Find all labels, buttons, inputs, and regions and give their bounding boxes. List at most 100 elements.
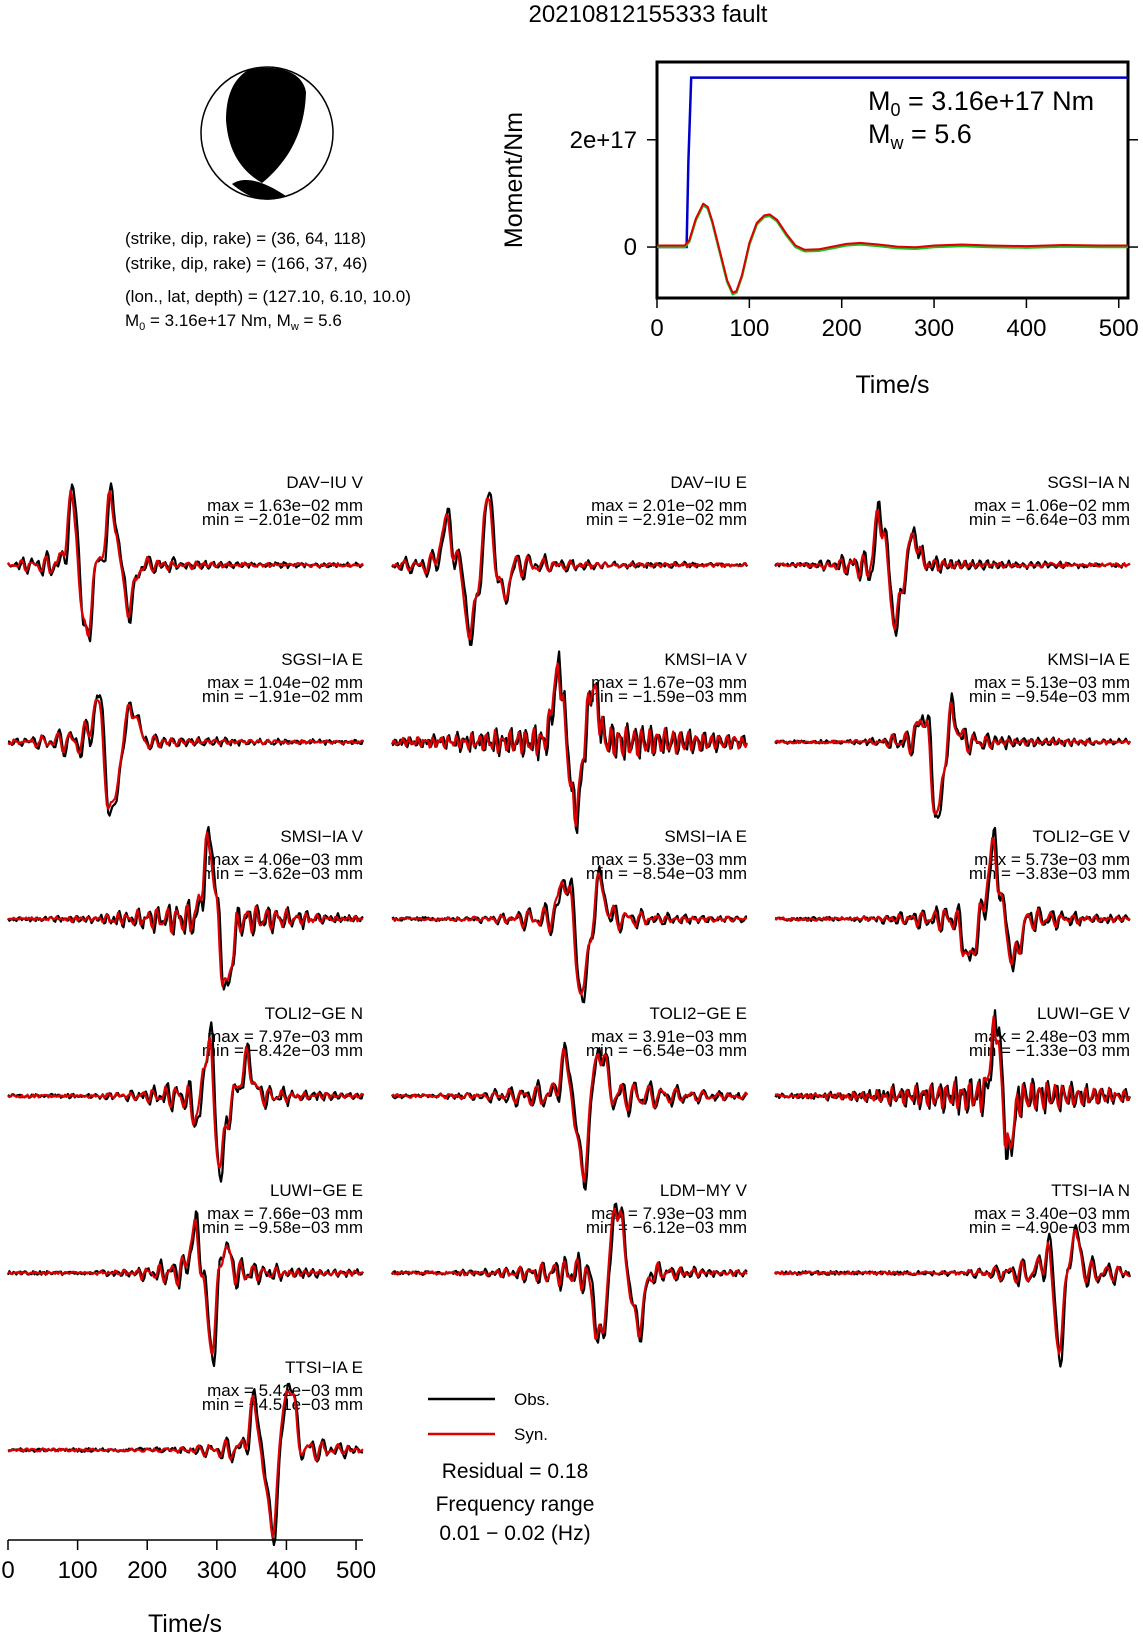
station-component-label: SGSI−IA N xyxy=(1047,473,1130,492)
min-amplitude-label: min = −9.54e−03 mm xyxy=(969,687,1130,706)
min-amplitude-label: min = −3.83e−03 mm xyxy=(969,864,1130,883)
station-component-label: KMSI−IA E xyxy=(1047,650,1130,669)
y-tick-label: 2e+17 xyxy=(570,127,637,154)
legend-syn-label: Syn. xyxy=(514,1425,548,1444)
min-amplitude-label: min = −6.64e−03 mm xyxy=(969,510,1130,529)
moment-rate-chart: 0 100 200 300 400 500 Time/s 0 2e+17 Moment/Nm M0 … xyxy=(500,60,1139,399)
max-amplitude-label: max = 5.73e−03 mm xyxy=(974,850,1130,869)
min-amplitude-label: min = −2.91e−02 mm xyxy=(586,510,747,529)
min-amplitude-label: min = −6.54e−03 mm xyxy=(586,1041,747,1060)
max-amplitude-label: max = 5.33e−03 mm xyxy=(591,850,747,869)
time-axis-label: Time/s xyxy=(148,1610,222,1636)
moment-rate-line xyxy=(657,202,1128,294)
synthetic-waveform xyxy=(7,1218,364,1355)
x-tick-label: 300 xyxy=(914,315,954,342)
x-tick-label: 0 xyxy=(650,315,663,342)
time-tick-label: 500 xyxy=(336,1557,376,1584)
max-amplitude-label: max = 2.48e−03 mm xyxy=(974,1027,1130,1046)
compressional-quadrant xyxy=(226,67,306,183)
max-amplitude-label: max = 1.04e−02 mm xyxy=(207,673,363,692)
synthetic-waveform xyxy=(7,831,364,988)
time-tick-label: 200 xyxy=(127,1557,167,1584)
x-axis-label: Time/s xyxy=(855,371,929,399)
synthetic-waveform xyxy=(774,836,1131,966)
synthetic-waveform xyxy=(390,662,749,828)
max-amplitude-label: max = 1.06e−02 mm xyxy=(974,496,1130,515)
seismic-moment-annotation: M0 = 3.16e+17 Nm xyxy=(868,86,1094,120)
observed-waveform xyxy=(391,491,749,647)
x-tick-label: 400 xyxy=(1006,315,1046,342)
legend-obs-label: Obs. xyxy=(514,1390,550,1409)
station-component-label: KMSI−IA V xyxy=(664,650,747,669)
synthetic-waveform xyxy=(774,1015,1131,1150)
min-amplitude-label: min = −9.58e−03 mm xyxy=(202,1218,363,1237)
station-component-label: TTSI−IA N xyxy=(1051,1181,1130,1200)
min-amplitude-label: min = −1.59e−03 mm xyxy=(586,687,747,706)
nodal-plane-2: (strike, dip, rake) = (166, 37, 46) xyxy=(125,254,367,273)
min-amplitude-label: min = −1.91e−02 mm xyxy=(202,687,363,706)
station-component-label: TOLI2−GE N xyxy=(265,1004,363,1023)
min-amplitude-label: min = −1.33e−03 mm xyxy=(969,1041,1130,1060)
time-tick-label: 400 xyxy=(266,1557,306,1584)
moment-plot-frame xyxy=(655,60,1130,300)
x-tick-label: 500 xyxy=(1099,315,1139,342)
x-tick-label: 100 xyxy=(729,315,769,342)
station-component-label: LUWI−GE E xyxy=(270,1181,363,1200)
max-amplitude-label: max = 5.13e−03 mm xyxy=(974,673,1130,692)
synthetic-waveform xyxy=(391,872,748,996)
station-component-label: TTSI−IA E xyxy=(285,1358,363,1377)
focal-mechanism-beachball xyxy=(200,66,334,200)
min-amplitude-label: min = −8.54e−03 mm xyxy=(586,864,747,883)
min-amplitude-label: min = −6.12e−03 mm xyxy=(586,1218,747,1237)
hypocenter: (lon., lat, depth) = (127.10, 6.10, 10.0… xyxy=(125,287,411,306)
max-amplitude-label: max = 5.42e−03 mm xyxy=(207,1381,363,1400)
source-parameters: (strike, dip, rake) = (36, 64, 118) (str… xyxy=(125,229,411,333)
max-amplitude-label: max = 3.91e−03 mm xyxy=(591,1027,747,1046)
station-component-label: TOLI2−GE V xyxy=(1033,827,1131,846)
max-amplitude-label: max = 3.40e−03 mm xyxy=(974,1204,1130,1223)
synthetic-waveform xyxy=(391,1207,748,1340)
frequency-range-value: 0.01 − 0.02 (Hz) xyxy=(439,1522,590,1545)
observed-waveform xyxy=(7,694,365,817)
station-component-label: DAV−IU V xyxy=(286,473,363,492)
station-component-label: TOLI2−GE E xyxy=(650,1004,747,1023)
observed-waveform xyxy=(391,1041,748,1191)
observed-waveform xyxy=(774,1223,1132,1368)
synthetic-waveform xyxy=(7,698,363,810)
nodal-plane-1: (strike, dip, rake) = (36, 64, 118) xyxy=(125,229,366,248)
station-component-label: LUWI−GE V xyxy=(1037,1004,1131,1023)
synthetic-waveform xyxy=(7,489,364,638)
station-component-label: DAV−IU E xyxy=(670,473,747,492)
synthetic-waveform xyxy=(7,1036,364,1170)
max-amplitude-label: max = 7.93e−03 mm xyxy=(591,1204,747,1223)
synthetic-waveform xyxy=(391,1047,748,1183)
min-amplitude-label: min = −4.90e−03 mm xyxy=(969,1218,1130,1237)
max-amplitude-label: max = 4.06e−03 mm xyxy=(207,850,363,869)
frequency-range-title: Frequency range xyxy=(436,1493,595,1516)
min-amplitude-label: min = −8.42e−03 mm xyxy=(202,1041,363,1060)
min-amplitude-label: min = −3.62e−03 mm xyxy=(202,864,363,883)
station-component-label: SMSI−IA E xyxy=(664,827,747,846)
synthetic-waveform xyxy=(774,701,1131,815)
station-component-label: LDM−MY V xyxy=(660,1181,748,1200)
max-amplitude-label: max = 7.97e−03 mm xyxy=(207,1027,363,1046)
max-amplitude-label: max = 2.01e−02 mm xyxy=(591,496,747,515)
min-amplitude-label: min = −2.01e−02 mm xyxy=(202,510,363,529)
station-component-label: SGSI−IA E xyxy=(281,650,363,669)
station-component-label: SMSI−IA V xyxy=(280,827,363,846)
